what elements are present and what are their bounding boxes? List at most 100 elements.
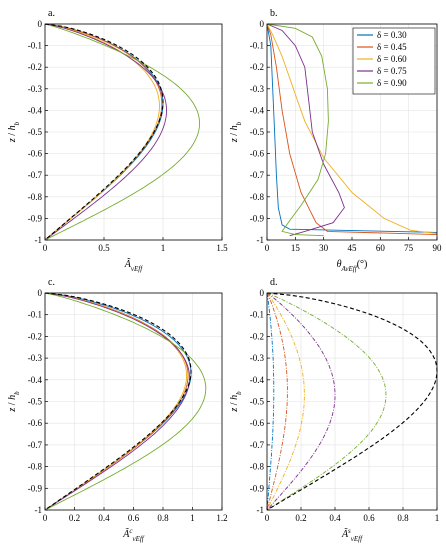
y-tick-label: -0.9 [28,483,43,493]
y-tick-label: -0.6 [250,149,265,159]
legend-entry: δ = 0.60 [377,54,407,64]
panel-label: d. [270,277,278,288]
y-tick-label: -0.1 [28,41,42,51]
y-tick-label: -1 [35,235,43,245]
y-tick-label: -0.8 [250,462,265,472]
series-line-delta-075 [44,23,167,241]
x-tick-label: 1.2 [216,513,227,523]
axes-frame [266,292,438,511]
panel-label: b. [270,8,278,19]
x-tick-label: 0 [43,513,48,523]
series-line-delta-090 [266,292,387,511]
x-tick-label: 0 [265,243,270,253]
x-tick-label: 1.5 [216,243,228,253]
panel-label: a. [48,8,55,19]
axes-frame [266,23,438,241]
x-tick-label: 45 [348,243,358,253]
y-tick-label: -0.5 [28,397,43,407]
y-tick-label: -0.6 [28,418,43,428]
series-line-reference [266,292,438,511]
y-tick-label: -0.6 [250,418,265,428]
legend-entry: δ = 0.45 [377,42,407,52]
axes-frame [44,292,223,511]
x-tick-label: 0.4 [98,513,110,523]
series-line-delta-030 [266,23,438,233]
x-tick-label: 75 [404,243,414,253]
x-tick-label: 30 [319,243,329,253]
y-tick-label: -1 [35,505,43,515]
y-tick-label: -0.4 [250,105,265,115]
panel-d: 0 0.2 0.4 0.6 0.8 1 0 -0.1 -0.2 -0.3 -0.4 -0.5 -0.6 -… [229,277,439,523]
y-tick-label: -0.2 [250,331,264,341]
y-tick-label: -0.9 [28,213,43,223]
x-tick-label: 1 [435,513,440,523]
y-tick-label: -0.8 [28,192,43,202]
series-line-delta-060 [266,23,438,234]
axes-frame [44,23,223,241]
y-tick-label: -0.4 [28,105,43,115]
series-line-delta-090 [44,23,201,241]
y-axis-label: z / hb [7,121,21,143]
x-axis-label-d: ÃsvEff [341,527,363,543]
x-tick-label: 0.6 [363,513,375,523]
x-axis-label-b: θAvEff(°) [337,259,368,273]
y-tick-label: 0 [38,288,43,298]
x-tick-label: 0.2 [295,513,306,523]
legend-entry: δ = 0.75 [377,66,407,76]
x-axis-label-a: ÃvEff [124,258,143,273]
series-line-delta-075 [44,292,191,511]
y-tick-label: -0.9 [250,213,265,223]
y-tick-label: -0.8 [28,462,43,472]
y-tick-label: -0.3 [250,353,265,363]
x-tick-label: 0.8 [397,513,409,523]
y-tick-label: -0.2 [250,62,264,72]
y-tick-label: -0.8 [250,192,265,202]
series-line-delta-045 [266,292,288,511]
y-tick-label: 0 [38,19,43,29]
series-line-delta-075 [266,23,345,237]
y-tick-label: -0.6 [28,149,43,159]
y-tick-label: -0.2 [28,331,42,341]
x-tick-label: 0.8 [157,513,169,523]
panel-b: 0 15 30 45 60 75 90 0 -0.1 -0.2 -0.3 -0.4 -0.5 -0.6 -0… [229,8,442,253]
series-line-reference [44,292,192,511]
legend-entry: δ = 0.90 [377,78,407,88]
y-tick-label: -0.7 [250,440,265,450]
x-tick-label: 0.6 [128,513,140,523]
y-tick-label: -0.1 [28,310,42,320]
y-tick-label: -0.3 [250,84,265,94]
panel-a: 0 0.5 1 1.5 0 -0.1 -0.2 -0.3 -0.4 -0.5 -0.6 -0.7 -0.… [7,8,228,253]
y-tick-label: -0.7 [250,170,265,180]
y-tick-label: -0.3 [28,84,43,94]
x-tick-label: 1 [161,243,166,253]
x-tick-label: 90 [433,243,443,253]
y-tick-label: -0.9 [250,483,265,493]
y-tick-label: -0.5 [250,397,265,407]
series-line-delta-060 [266,292,305,511]
y-tick-label: -0.2 [28,62,42,72]
y-tick-label: 0 [260,288,265,298]
x-tick-label: 0.5 [98,243,110,253]
x-tick-label: 15 [291,243,301,253]
legend: δ = 0.30 δ = 0.45 δ = 0.60 δ = 0.75 δ = 0.90 [352,27,436,95]
y-axis-label: z / hb [229,391,243,413]
x-tick-label: 0.2 [69,513,80,523]
y-axis-label: z / hb [7,391,21,413]
y-tick-label: 0 [260,19,265,29]
series-line-delta-045 [266,23,438,236]
series-line-delta-090 [44,292,207,511]
y-axis-label: z / hb [229,121,243,143]
x-axis-label-c: ÃcvEff [122,527,145,543]
y-tick-label: -0.1 [250,310,264,320]
x-tick-label: 0.4 [329,513,341,523]
y-tick-label: -0.7 [28,440,43,450]
y-tick-label: -1 [257,235,265,245]
y-tick-label: -0.1 [250,41,264,51]
legend-entry: δ = 0.30 [377,30,407,40]
y-tick-label: -0.3 [28,353,43,363]
x-tick-label: 0 [43,243,48,253]
y-tick-label: -0.4 [250,375,265,385]
x-tick-label: 60 [376,243,386,253]
x-tick-label: 1 [190,513,195,523]
